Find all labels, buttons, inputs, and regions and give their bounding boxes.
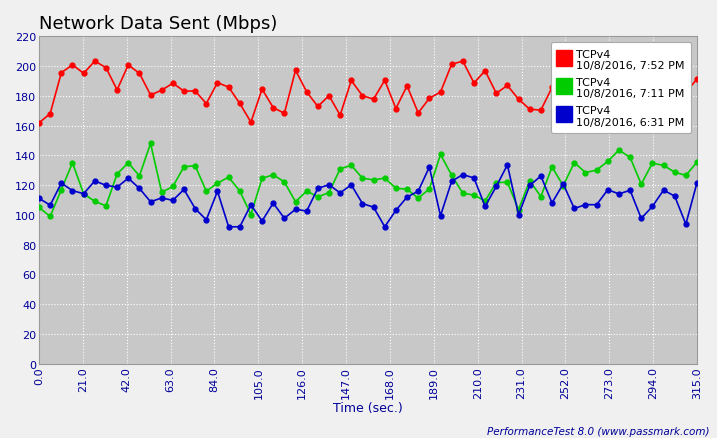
Text: Network Data Sent (Mbps): Network Data Sent (Mbps)	[39, 15, 277, 33]
Legend: TCPv4
10/8/2016, 7:52 PM, TCPv4
10/8/2016, 7:11 PM, TCPv4
10/8/2016, 6:31 PM: TCPv4 10/8/2016, 7:52 PM, TCPv4 10/8/201…	[551, 43, 691, 134]
X-axis label: Time (sec.): Time (sec.)	[333, 401, 403, 414]
Text: PerformanceTest 8.0 (www.passmark.com): PerformanceTest 8.0 (www.passmark.com)	[488, 426, 710, 436]
